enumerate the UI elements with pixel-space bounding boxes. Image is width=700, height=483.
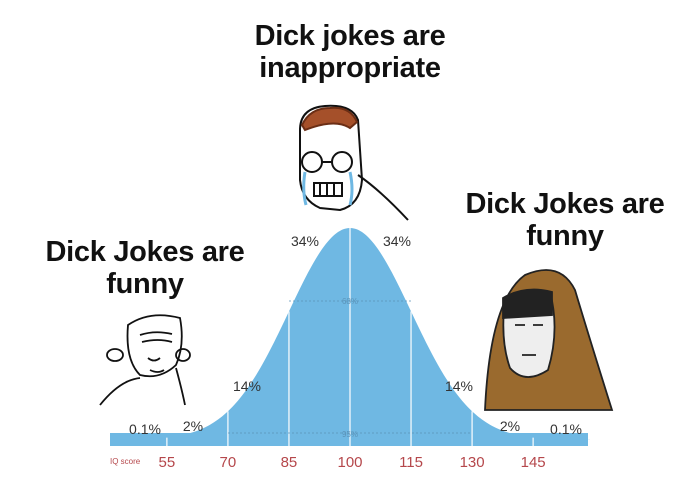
pct-far-right: 0.1% <box>550 421 582 437</box>
tick-label: 130 <box>460 454 485 471</box>
tick-label: 115 <box>399 454 423 471</box>
smooth-brain-wojak-illustration <box>99 314 191 406</box>
pct-left-mid: 14% <box>233 378 261 394</box>
left-caption: Dick Jokes are funny <box>45 236 245 300</box>
pct-right-tail: 2% <box>500 418 520 434</box>
tick-label: 70 <box>220 454 237 471</box>
pct-right-center: 34% <box>383 233 411 249</box>
pct-right-mid: 14% <box>445 378 473 394</box>
pct-far-left: 0.1% <box>129 421 161 437</box>
hooded-figure-illustration <box>484 269 614 411</box>
tick-label: 100 <box>337 454 362 471</box>
right-caption: Dick Jokes are funny <box>465 188 665 252</box>
label-68: 68% <box>342 297 358 306</box>
tick-label: 85 <box>281 454 298 471</box>
crying-wojak-illustration <box>299 104 409 221</box>
tick-label: 145 <box>521 454 546 471</box>
top-caption: Dick jokes are inappropriate <box>254 20 446 84</box>
pct-left-tail: 2% <box>183 418 203 434</box>
axis-label: IQ score <box>110 457 141 466</box>
tick-label: 55 <box>159 454 176 471</box>
label-95: 95% <box>342 430 358 439</box>
pct-left-center: 34% <box>291 233 319 249</box>
